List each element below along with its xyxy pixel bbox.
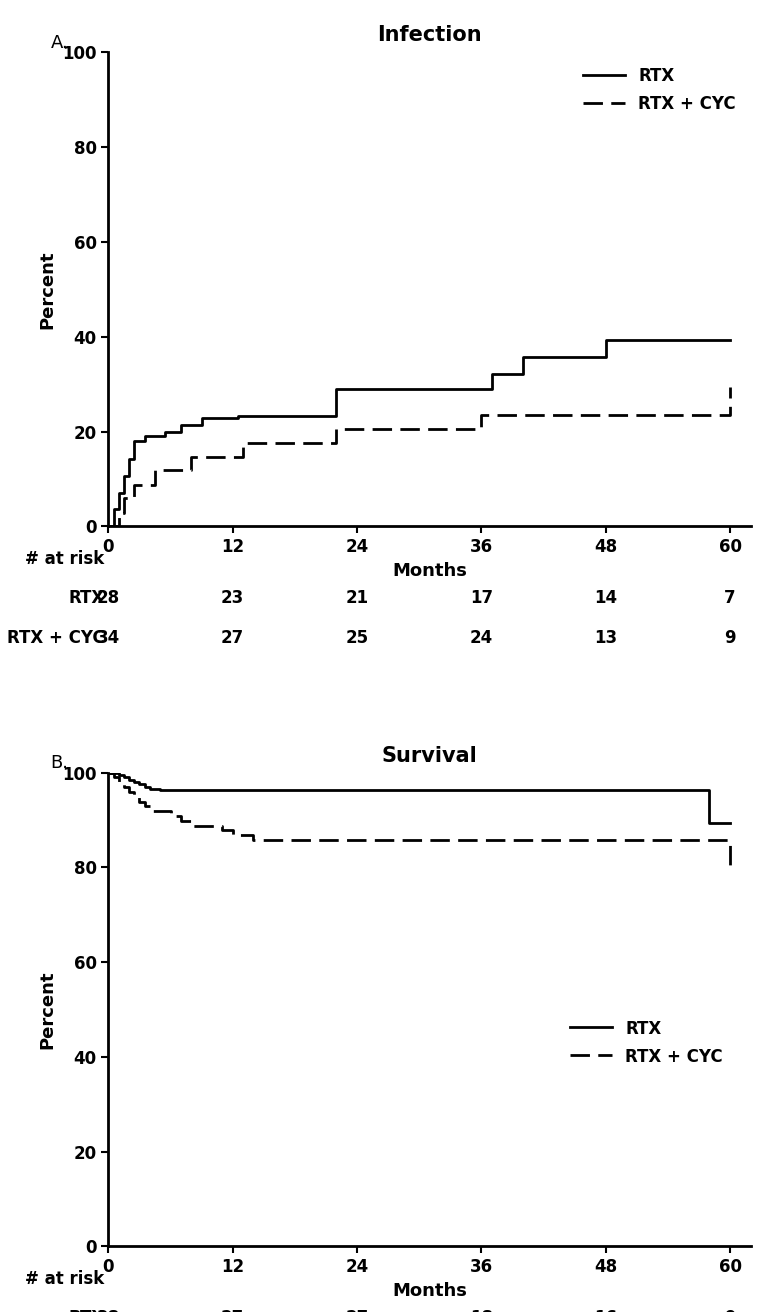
Text: 28: 28 bbox=[97, 589, 120, 607]
Text: 14: 14 bbox=[594, 589, 618, 607]
Text: 7: 7 bbox=[724, 589, 736, 607]
Title: Survival: Survival bbox=[382, 745, 478, 765]
Text: RTX: RTX bbox=[68, 589, 104, 607]
Text: 18: 18 bbox=[470, 1309, 493, 1312]
Text: 9: 9 bbox=[724, 1309, 736, 1312]
Text: 28: 28 bbox=[97, 1309, 120, 1312]
Text: 9: 9 bbox=[724, 628, 736, 647]
Text: 17: 17 bbox=[470, 589, 493, 607]
Text: 27: 27 bbox=[221, 1309, 245, 1312]
Text: 34: 34 bbox=[97, 628, 120, 647]
Text: 27: 27 bbox=[221, 628, 245, 647]
Text: RTX: RTX bbox=[68, 1309, 104, 1312]
Text: B.: B. bbox=[50, 753, 69, 771]
Y-axis label: Percent: Percent bbox=[39, 251, 57, 328]
X-axis label: Months: Months bbox=[392, 562, 467, 580]
Text: 21: 21 bbox=[345, 589, 368, 607]
Y-axis label: Percent: Percent bbox=[39, 971, 57, 1048]
Text: RTX + CYC: RTX + CYC bbox=[7, 628, 104, 647]
Text: 23: 23 bbox=[221, 589, 245, 607]
Text: 16: 16 bbox=[594, 1309, 617, 1312]
Text: # at risk: # at risk bbox=[26, 550, 104, 568]
Text: # at risk: # at risk bbox=[26, 1270, 104, 1288]
Legend: RTX, RTX + CYC: RTX, RTX + CYC bbox=[563, 1013, 730, 1072]
Text: A.: A. bbox=[50, 34, 68, 51]
Legend: RTX, RTX + CYC: RTX, RTX + CYC bbox=[577, 60, 742, 121]
Text: 13: 13 bbox=[594, 628, 618, 647]
Text: 24: 24 bbox=[470, 628, 493, 647]
X-axis label: Months: Months bbox=[392, 1282, 467, 1300]
Title: Infection: Infection bbox=[377, 25, 482, 46]
Text: 27: 27 bbox=[345, 1309, 368, 1312]
Text: 25: 25 bbox=[345, 628, 368, 647]
